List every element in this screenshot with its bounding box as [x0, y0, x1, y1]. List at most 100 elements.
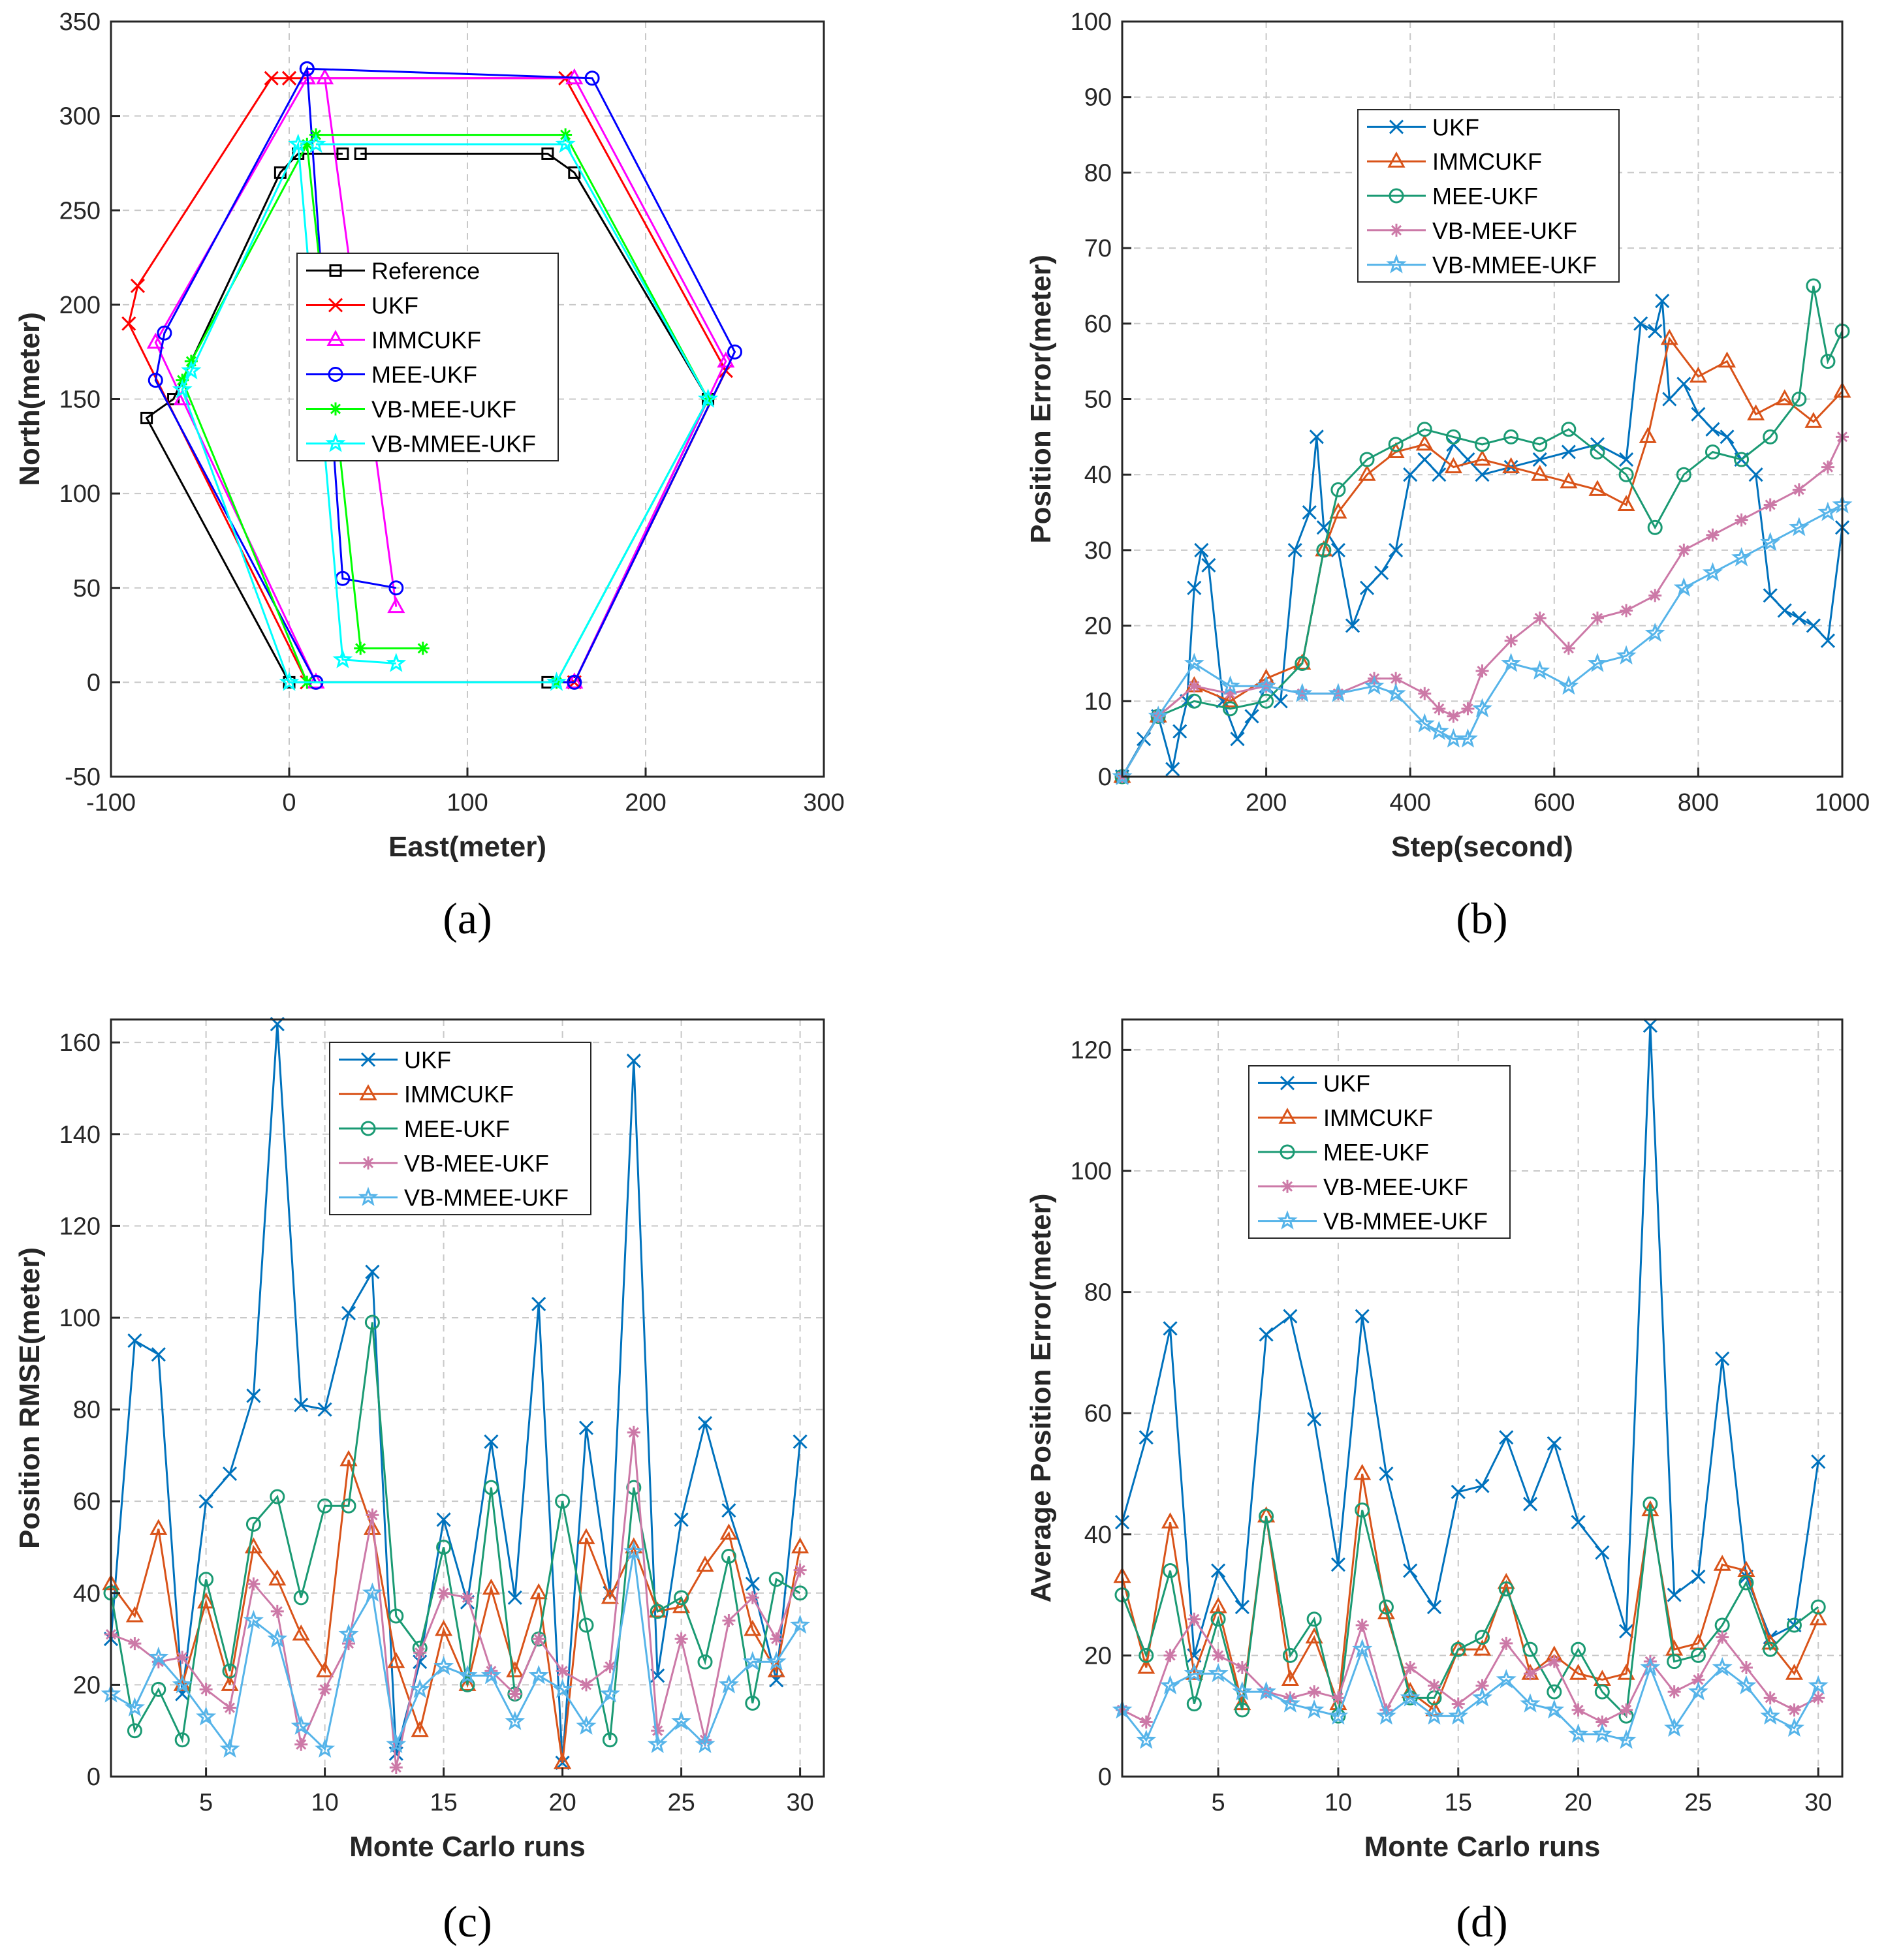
- data-point: [480, 1664, 501, 1685]
- legend-marker: [328, 298, 343, 313]
- data-point: [580, 1678, 593, 1692]
- legend-label: UKF: [1432, 114, 1479, 140]
- data-point: [1715, 1351, 1730, 1366]
- data-point: [599, 1683, 620, 1703]
- data-point: [1302, 505, 1317, 520]
- data-point: [1718, 351, 1737, 368]
- data-point: [1547, 1684, 1562, 1700]
- data-point: [1136, 1729, 1157, 1749]
- data-point: [671, 1711, 692, 1730]
- data-point: [719, 1523, 738, 1540]
- data-point: [699, 1733, 712, 1747]
- data-point: [268, 1569, 287, 1586]
- data-point: [1734, 452, 1750, 467]
- data-point: [1473, 449, 1492, 466]
- data-point: [148, 1646, 169, 1666]
- x-tick-label: 20: [548, 1789, 576, 1816]
- data-point: [1432, 467, 1447, 482]
- y-tick-label: 30: [1084, 537, 1112, 565]
- data-point: [529, 1583, 548, 1600]
- data-point: [247, 1577, 260, 1591]
- data-point: [1187, 679, 1201, 693]
- data-point: [482, 1578, 500, 1595]
- y-tick-label: 0: [1098, 1764, 1112, 1791]
- data-point: [695, 1734, 715, 1753]
- data-point: [1358, 465, 1376, 481]
- data-point: [1403, 467, 1418, 482]
- data-point: [532, 1632, 546, 1646]
- data-point: [697, 388, 719, 408]
- x-tick-label: 800: [1678, 789, 1719, 817]
- data-point: [172, 379, 193, 399]
- y-axis-label: Average Position Error(meter): [1025, 1194, 1057, 1603]
- data-point: [1201, 557, 1216, 573]
- legend-label: IMMCUKF: [1432, 148, 1542, 175]
- data-point: [552, 1678, 573, 1698]
- data-point: [413, 1655, 428, 1670]
- data-point: [124, 1697, 145, 1717]
- legend-marker: [1389, 188, 1404, 204]
- data-point: [1655, 294, 1670, 309]
- y-tick-label: 0: [87, 669, 101, 696]
- data-point: [1329, 502, 1347, 519]
- legend-marker: [1281, 1179, 1294, 1193]
- legend-label: MEE-UKF: [1323, 1139, 1429, 1166]
- x-tick-label: 20: [1564, 1789, 1592, 1816]
- data-point: [1219, 675, 1241, 695]
- data-point: [1808, 1675, 1829, 1695]
- data-point: [1530, 660, 1550, 680]
- y-tick-label: 100: [1071, 1158, 1112, 1185]
- legend-label: VB-MMEE-UKF: [1432, 252, 1597, 279]
- legend-marker: [1390, 223, 1403, 237]
- data-point: [531, 1296, 546, 1311]
- data-point: [1451, 1697, 1465, 1711]
- data-point: [1475, 1478, 1490, 1493]
- data-point: [1364, 675, 1385, 695]
- y-tick-label: 0: [1098, 764, 1112, 791]
- x-tick-label: 5: [1211, 1789, 1225, 1816]
- data-point: [149, 1519, 168, 1535]
- legend-marker: [1387, 151, 1406, 168]
- y-tick-label: 60: [73, 1488, 101, 1516]
- data-point: [1139, 1647, 1154, 1663]
- data-point: [363, 1519, 381, 1535]
- x-tick-label: 100: [447, 789, 488, 817]
- data-point: [1355, 1309, 1370, 1324]
- data-point: [793, 1563, 807, 1577]
- data-point: [603, 1660, 617, 1673]
- data-point: [1789, 516, 1810, 537]
- series-IMMCUKF: [1113, 328, 1851, 783]
- data-point: [1619, 1624, 1634, 1639]
- data-point: [433, 1655, 454, 1675]
- data-point: [1307, 1412, 1322, 1427]
- legend-marker: [328, 367, 343, 382]
- data-point: [1648, 324, 1663, 339]
- axes-frame: [1121, 1018, 1844, 1778]
- data-point: [1691, 1673, 1705, 1687]
- data-point: [1809, 1609, 1827, 1626]
- panel-label: (c): [443, 1897, 492, 1946]
- data-point: [1561, 422, 1577, 437]
- data-point: [576, 1715, 597, 1735]
- data-point: [174, 1732, 190, 1748]
- data-point: [148, 373, 163, 388]
- data-point: [768, 1572, 784, 1587]
- data-point: [293, 1590, 309, 1606]
- data-point: [1234, 1600, 1249, 1615]
- data-point: [127, 1723, 142, 1739]
- data-point: [717, 351, 735, 368]
- data-point: [1293, 653, 1312, 670]
- y-tick-label: 0: [87, 1764, 101, 1791]
- data-point: [1791, 392, 1807, 407]
- data-point: [1287, 542, 1302, 557]
- data-point: [1359, 580, 1375, 595]
- data-point: [1355, 1502, 1370, 1518]
- legend-marker: [1280, 1144, 1295, 1160]
- data-point: [1594, 1684, 1610, 1700]
- data-point: [1787, 1703, 1801, 1717]
- data-point: [584, 70, 600, 86]
- data-point: [1234, 1702, 1250, 1718]
- data-point: [291, 1715, 311, 1735]
- data-point: [556, 1664, 569, 1678]
- data-point: [1677, 543, 1691, 557]
